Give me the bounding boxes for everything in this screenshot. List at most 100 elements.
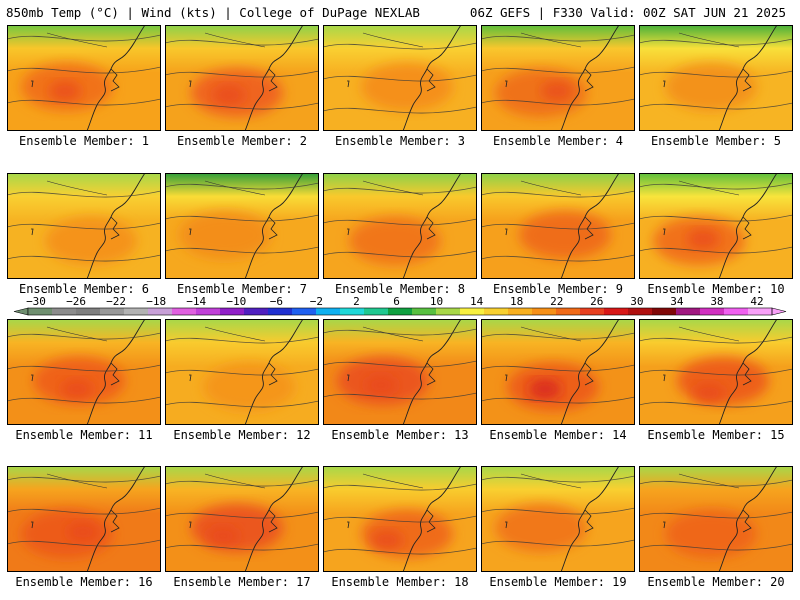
state-border	[678, 326, 740, 342]
height-contour	[481, 98, 635, 106]
colorbar-min-arrow	[13, 307, 29, 316]
ensemble-member-label: Ensemble Member: 2	[176, 134, 308, 148]
height-contour	[639, 543, 793, 551]
wind-barb	[31, 80, 34, 88]
colorbar-segment	[484, 308, 509, 315]
colorbar-segment	[676, 308, 701, 315]
height-contour	[481, 190, 635, 198]
coastline	[742, 68, 752, 92]
colorbar-segment	[412, 308, 437, 315]
colorbar-segment	[148, 308, 173, 315]
ensemble-member-label: Ensemble Member: 12	[173, 428, 311, 442]
ensemble-member-label: Ensemble Member: 13	[331, 428, 469, 442]
height-contour	[323, 106, 477, 114]
hot-temperature-spot	[67, 522, 99, 542]
temperature-map	[165, 25, 319, 131]
state-border	[678, 473, 740, 489]
temperature-map	[639, 319, 793, 425]
height-contour	[639, 246, 793, 254]
ensemble-member-panel	[7, 173, 161, 279]
state-border	[362, 473, 424, 489]
height-contour	[481, 254, 635, 262]
height-contour	[639, 182, 793, 190]
height-contour	[481, 539, 635, 547]
height-contour	[7, 539, 161, 547]
colorbar-segment	[532, 308, 557, 315]
colorbar-segment	[556, 308, 581, 315]
wind-barb	[31, 374, 34, 382]
colorbar-segment	[196, 308, 221, 315]
colorbar-segment	[172, 308, 197, 315]
temperature-map	[7, 466, 161, 572]
ensemble-member-label: Ensemble Member: 18	[331, 575, 469, 589]
height-contour	[323, 360, 477, 368]
colorbar-segment	[652, 308, 677, 315]
temperature-map	[639, 173, 793, 279]
temperature-map	[165, 173, 319, 279]
wind-barb	[189, 228, 192, 236]
coastline	[86, 319, 146, 425]
height-contour	[7, 98, 161, 106]
temperature-map	[323, 319, 477, 425]
warm-temperature-area	[191, 504, 283, 552]
colorbar-tick-label: −10	[226, 295, 246, 308]
colorbar-tick-label: 6	[393, 295, 400, 308]
ensemble-member-panel	[323, 466, 477, 572]
colorbar-segment	[124, 308, 149, 315]
height-contour	[165, 182, 319, 190]
height-contour	[323, 218, 477, 226]
colorbar-tick-label: 2	[353, 295, 360, 308]
colorbar-tick-label: 26	[590, 295, 603, 308]
wind-barb	[189, 521, 192, 529]
height-contour	[323, 515, 477, 523]
ensemble-member-label: Ensemble Member: 15	[647, 428, 785, 442]
colorbar-tick-label: 38	[710, 295, 723, 308]
coastline	[402, 319, 462, 425]
state-border	[204, 180, 266, 196]
ensemble-member-panel	[7, 466, 161, 572]
height-contour	[639, 400, 793, 408]
height-contour	[165, 368, 319, 376]
height-contour	[323, 250, 477, 258]
colorbar-tick-label: 30	[630, 295, 643, 308]
temperature-map	[7, 173, 161, 279]
height-contour	[165, 70, 319, 78]
colorbar-tick-label: −30	[26, 295, 46, 308]
ensemble-member-label: Ensemble Member: 4	[492, 134, 624, 148]
height-contour	[639, 368, 793, 376]
height-contour	[639, 38, 793, 46]
colorbar-tick-label: −14	[186, 295, 206, 308]
warm-temperature-area	[519, 211, 611, 259]
height-contour	[165, 38, 319, 46]
ensemble-member-panel	[481, 319, 635, 425]
coastline	[718, 466, 778, 572]
ensemble-member-panel	[323, 25, 477, 131]
temperature-map	[323, 466, 477, 572]
height-contour	[7, 254, 161, 262]
coastline	[402, 173, 462, 279]
height-contour	[481, 332, 635, 340]
warm-temperature-area	[361, 63, 453, 111]
height-contour	[481, 507, 635, 515]
ensemble-member-panel	[481, 25, 635, 131]
ensemble-member-panel	[7, 25, 161, 131]
state-border	[362, 32, 424, 48]
height-contour	[7, 66, 161, 74]
ensemble-member-panel	[7, 319, 161, 425]
temperature-map	[165, 466, 319, 572]
height-contour	[481, 396, 635, 404]
state-border	[46, 180, 108, 196]
ensemble-member-label: Ensemble Member: 7	[176, 282, 308, 296]
height-contour	[165, 479, 319, 487]
colorbar-segment	[268, 308, 293, 315]
height-contour	[323, 392, 477, 400]
wind-barb	[31, 521, 34, 529]
height-contour	[7, 507, 161, 515]
hot-temperature-spot	[693, 383, 725, 403]
colorbar-tick-label: −2	[310, 295, 323, 308]
wind-barb	[189, 374, 192, 382]
state-border	[204, 473, 266, 489]
colorbar-segment	[436, 308, 461, 315]
coastline	[244, 173, 304, 279]
wind-barb	[663, 521, 666, 529]
